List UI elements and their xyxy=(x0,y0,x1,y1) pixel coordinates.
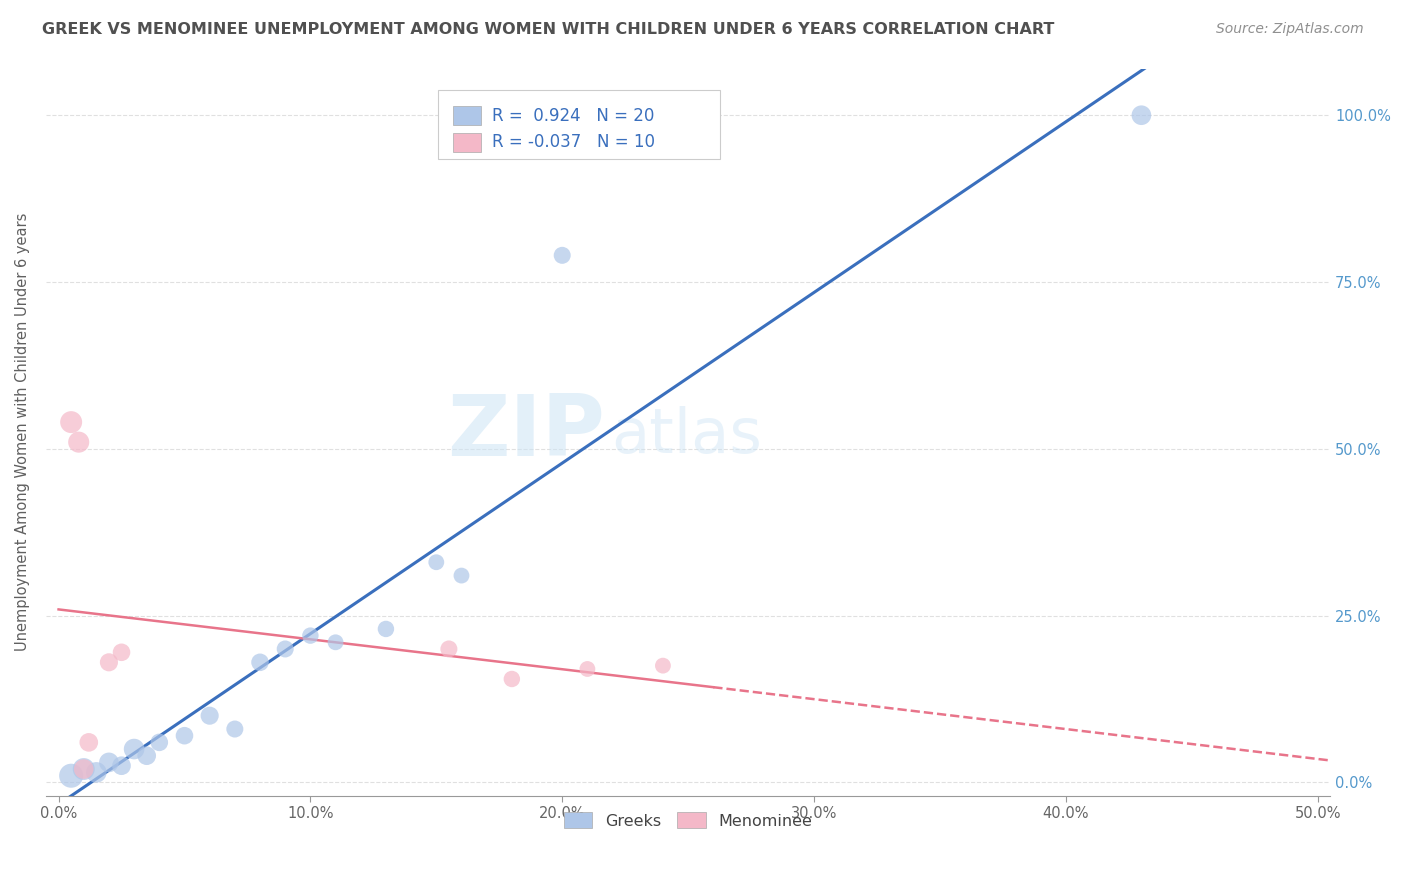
Point xyxy=(450,568,472,582)
Point xyxy=(173,729,195,743)
Point xyxy=(110,645,132,659)
Point xyxy=(274,642,297,657)
Point xyxy=(325,635,347,649)
Point xyxy=(86,765,108,780)
Text: R =  0.924   N = 20: R = 0.924 N = 20 xyxy=(492,107,654,125)
Point xyxy=(224,722,246,736)
Point xyxy=(652,658,675,673)
Point xyxy=(60,415,83,429)
FancyBboxPatch shape xyxy=(453,106,481,126)
Point xyxy=(73,762,96,776)
Legend: Greeks, Menominee: Greeks, Menominee xyxy=(557,805,820,835)
Point xyxy=(67,435,90,450)
Point xyxy=(135,748,157,763)
Point xyxy=(374,622,396,636)
Point xyxy=(77,735,100,749)
Text: GREEK VS MENOMINEE UNEMPLOYMENT AMONG WOMEN WITH CHILDREN UNDER 6 YEARS CORRELAT: GREEK VS MENOMINEE UNEMPLOYMENT AMONG WO… xyxy=(42,22,1054,37)
Point xyxy=(73,762,96,776)
Point xyxy=(437,642,460,657)
Text: ZIP: ZIP xyxy=(447,391,605,474)
Point xyxy=(501,672,523,686)
Point xyxy=(110,758,132,772)
Point xyxy=(249,655,271,669)
Point xyxy=(97,756,120,770)
Point xyxy=(97,655,120,669)
Point xyxy=(122,742,145,756)
Point xyxy=(148,735,170,749)
Point xyxy=(425,555,447,569)
Point xyxy=(1130,108,1153,122)
Point xyxy=(551,248,574,262)
Text: Source: ZipAtlas.com: Source: ZipAtlas.com xyxy=(1216,22,1364,37)
FancyBboxPatch shape xyxy=(453,133,481,152)
Point xyxy=(576,662,599,676)
Point xyxy=(198,708,221,723)
Y-axis label: Unemployment Among Women with Children Under 6 years: Unemployment Among Women with Children U… xyxy=(15,213,30,651)
Point xyxy=(60,769,83,783)
Point xyxy=(299,629,322,643)
Text: R = -0.037   N = 10: R = -0.037 N = 10 xyxy=(492,133,655,151)
FancyBboxPatch shape xyxy=(437,90,720,160)
Text: atlas: atlas xyxy=(612,406,762,466)
